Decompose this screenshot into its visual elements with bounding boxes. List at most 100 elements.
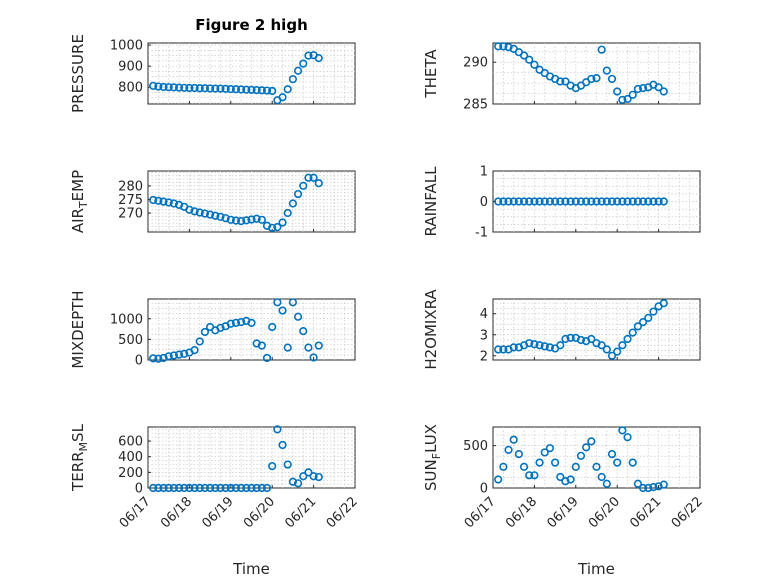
y-axis-label: SUNFLUX <box>422 424 443 491</box>
data-point <box>154 196 163 205</box>
data-point <box>644 483 653 493</box>
data-point <box>299 472 308 481</box>
y-tick-label: 800 <box>118 81 143 96</box>
data-point <box>273 223 282 232</box>
y-tick-label: 900 <box>118 60 143 75</box>
y-tick-label: 290 <box>463 56 488 71</box>
y-axis-label: PRESSURE <box>69 34 87 113</box>
data-point <box>540 197 549 206</box>
data-point <box>288 298 298 307</box>
series-markers <box>149 298 323 363</box>
data-point <box>545 444 555 453</box>
data-point <box>169 83 178 92</box>
data-point <box>659 480 668 489</box>
data-point <box>561 477 570 486</box>
data-point <box>519 197 529 206</box>
series-markers <box>149 173 323 233</box>
data-point <box>283 343 292 352</box>
data-point <box>164 352 173 361</box>
data-point <box>252 483 261 493</box>
data-point <box>514 450 523 459</box>
y-tick-label: 200 <box>118 466 143 481</box>
data-point <box>618 341 627 350</box>
x-tick-label: 06/22 <box>324 494 361 531</box>
data-point <box>164 83 173 92</box>
data-point <box>221 214 230 223</box>
y-tick-label: 280 <box>118 179 143 194</box>
data-point <box>226 215 235 224</box>
data-point <box>231 216 241 225</box>
y-tick-label: 1000 <box>110 312 143 327</box>
x-tick-label: 06/19 <box>200 494 237 531</box>
data-point <box>200 209 210 218</box>
plot-area <box>147 426 356 489</box>
data-point <box>587 74 596 84</box>
data-point <box>638 84 648 93</box>
data-point <box>530 60 539 69</box>
data-point <box>216 84 225 93</box>
series-markers <box>149 425 323 493</box>
y-tick-label: 270 <box>118 207 143 222</box>
data-point <box>195 84 204 93</box>
data-point <box>180 349 189 358</box>
data-point <box>494 197 503 206</box>
data-point <box>185 205 194 214</box>
data-point <box>283 460 292 469</box>
data-point <box>566 197 575 206</box>
data-point <box>252 86 261 95</box>
data-point <box>499 462 508 471</box>
data-point <box>587 197 596 206</box>
x-tick-label: 06/18 <box>158 494 195 531</box>
data-point <box>190 83 199 93</box>
data-point <box>628 90 637 99</box>
data-point <box>283 208 292 218</box>
data-point <box>273 298 282 307</box>
data-point <box>597 472 606 482</box>
data-point <box>288 199 298 208</box>
x-tick-label: 06/22 <box>669 494 706 531</box>
data-point <box>247 318 256 328</box>
data-point <box>216 212 225 221</box>
data-point <box>582 443 591 452</box>
data-point <box>623 433 632 442</box>
data-point <box>494 42 503 51</box>
data-point <box>618 95 627 104</box>
data-point <box>314 472 323 482</box>
data-point <box>211 211 220 220</box>
y-axis-label: THETA <box>422 49 440 99</box>
data-point <box>514 197 523 206</box>
plot-area <box>492 426 701 489</box>
x-tick-label: 06/17 <box>117 494 154 531</box>
x-tick-label: 06/21 <box>627 494 664 531</box>
data-point <box>169 199 178 208</box>
chart-title: Figure 2 high <box>195 16 308 34</box>
data-point <box>535 197 544 206</box>
data-point <box>628 328 637 337</box>
data-point <box>571 197 580 206</box>
data-point <box>268 322 277 332</box>
data-point <box>257 341 266 350</box>
panel-pressure: 800 900 1000 PRESSURE Figure 2 high <box>69 16 356 113</box>
data-point <box>602 479 611 488</box>
data-point <box>226 319 235 328</box>
data-point <box>221 84 230 93</box>
data-point <box>200 483 210 493</box>
x-tick-label: 06/20 <box>586 494 623 531</box>
data-point <box>304 468 313 477</box>
data-point <box>494 345 503 354</box>
data-point <box>293 479 303 488</box>
data-point <box>566 333 575 343</box>
y-axis-label: H2OMIXRA <box>422 289 440 370</box>
data-point <box>211 483 220 493</box>
data-point <box>278 93 287 102</box>
data-point <box>231 85 241 94</box>
series-markers <box>149 51 323 105</box>
data-point <box>283 85 292 94</box>
data-point <box>180 483 189 493</box>
data-point <box>195 483 204 493</box>
data-point <box>304 173 313 182</box>
data-point <box>262 483 272 493</box>
data-point <box>309 173 318 182</box>
data-point <box>525 197 534 206</box>
